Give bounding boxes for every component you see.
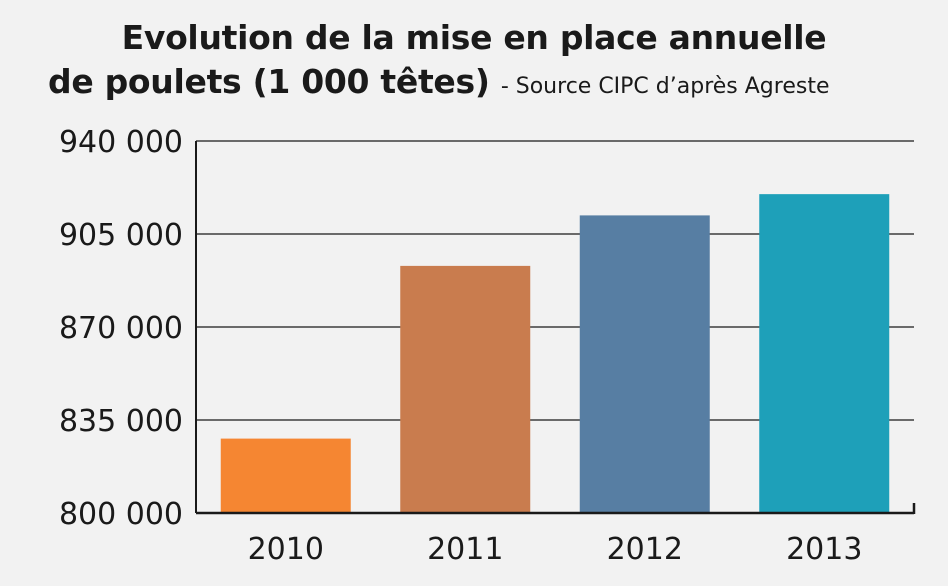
- y-tick-label: 905 000: [59, 218, 183, 253]
- x-tick-label: 2010: [248, 532, 324, 567]
- x-tick-label: 2012: [607, 532, 683, 567]
- chart-title-main: de poulets (1 000 têtes): [48, 62, 490, 101]
- chart-title-line-2: de poulets (1 000 têtes) - Source CIPC d…: [48, 62, 829, 101]
- chart-title-line-1: Evolution de la mise en place annuelle: [121, 18, 827, 57]
- bar-2010: [220, 438, 351, 513]
- chart-source-note: - Source CIPC d’après Agreste: [500, 74, 830, 99]
- bar-2011: [400, 265, 531, 513]
- bars: [220, 194, 890, 513]
- bar-2013: [759, 194, 890, 513]
- x-tick-label: 2011: [427, 532, 503, 567]
- y-tick-label: 940 000: [59, 125, 183, 160]
- y-tick-labels: 800 000 835 000 870 000 905 000 940 000: [59, 125, 183, 532]
- y-tick-label: 800 000: [59, 497, 183, 532]
- y-tick-label: 835 000: [59, 404, 183, 439]
- x-tick-label: 2013: [786, 532, 862, 567]
- axes: [195, 141, 916, 515]
- y-tick-label: 870 000: [59, 311, 183, 346]
- x-category-labels: 2010 2011 2012 2013: [248, 532, 863, 567]
- bar-2012: [579, 215, 710, 513]
